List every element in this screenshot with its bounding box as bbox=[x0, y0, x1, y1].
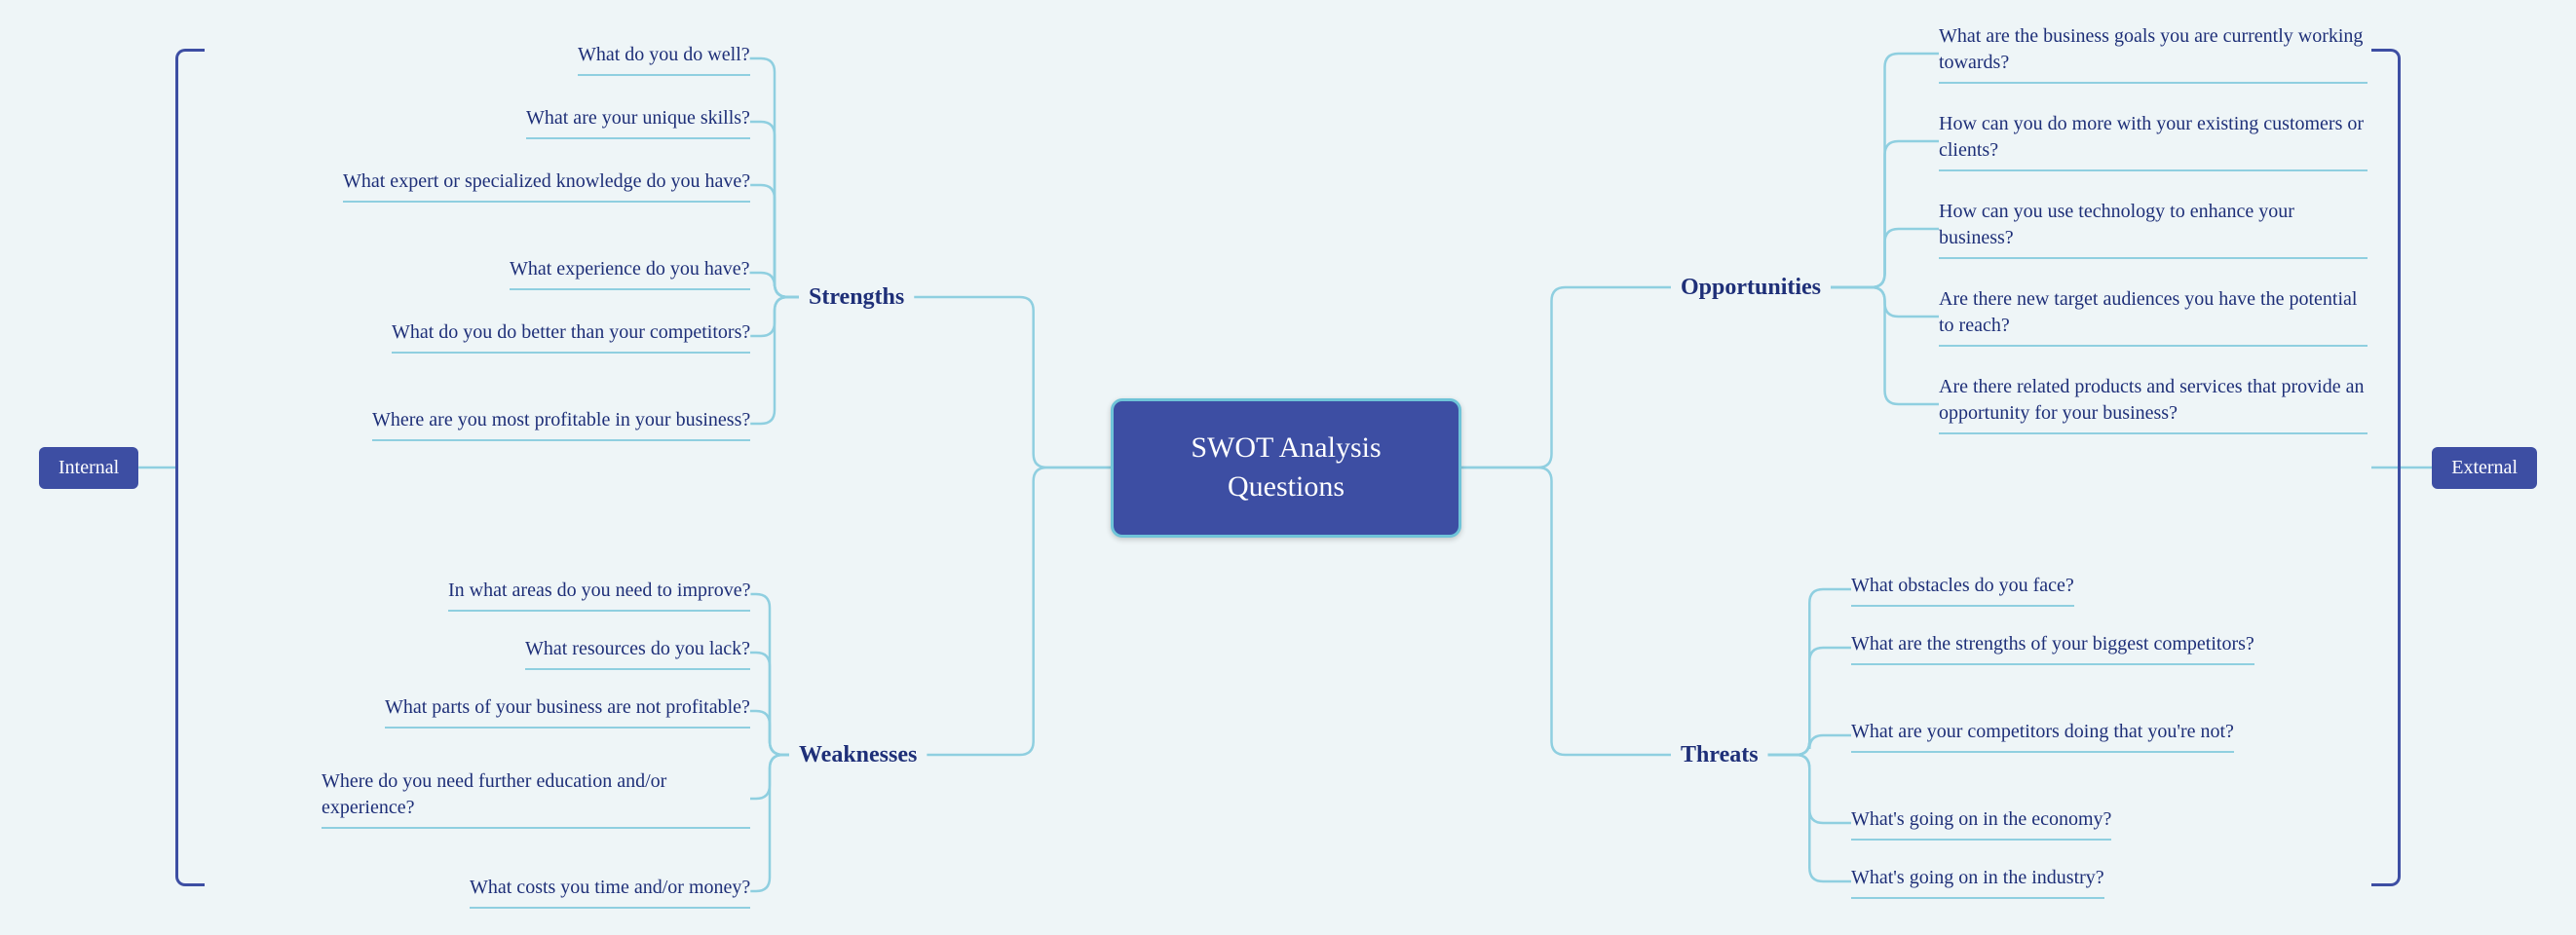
right-bracket bbox=[2371, 49, 2401, 886]
threats-label: Threats bbox=[1681, 742, 1759, 768]
opportunities-question: What are the business goals you are curr… bbox=[1939, 23, 2368, 84]
opportunities-question: How can you use technology to enhance yo… bbox=[1939, 199, 2368, 259]
left-bracket bbox=[175, 49, 205, 886]
strengths-label: Strengths bbox=[809, 284, 904, 311]
weaknesses-question: What resources do you lack? bbox=[525, 636, 750, 670]
internal-tag-label: Internal bbox=[58, 457, 119, 478]
opportunities-label: Opportunities bbox=[1681, 275, 1821, 301]
strengths-question: What do you do well? bbox=[578, 42, 750, 76]
weaknesses-question: What parts of your business are not prof… bbox=[385, 694, 750, 729]
weaknesses-question: In what areas do you need to improve? bbox=[448, 578, 750, 612]
strengths-question: What do you do better than your competit… bbox=[392, 319, 750, 354]
internal-tag: Internal bbox=[39, 447, 138, 489]
threats-question: What obstacles do you face? bbox=[1851, 573, 2074, 607]
strengths-question: What experience do you have? bbox=[510, 256, 750, 290]
center-title-line1: SWOT Analysis bbox=[1153, 429, 1420, 468]
threats-question: What are your competitors doing that you… bbox=[1851, 719, 2234, 753]
strengths-question: What expert or specialized knowledge do … bbox=[343, 168, 750, 203]
strengths-question: What are your unique skills? bbox=[526, 105, 750, 139]
threats-question: What are the strengths of your biggest c… bbox=[1851, 631, 2254, 665]
threats-question: What's going on in the economy? bbox=[1851, 806, 2111, 841]
external-tag-label: External bbox=[2451, 457, 2518, 478]
weaknesses-label: Weaknesses bbox=[799, 742, 917, 768]
strengths-question: Where are you most profitable in your bu… bbox=[372, 407, 750, 441]
opportunities-question: Are there related products and services … bbox=[1939, 374, 2368, 434]
center-title-box: SWOT Analysis Questions bbox=[1111, 398, 1461, 538]
center-title-line2: Questions bbox=[1153, 468, 1420, 507]
external-tag: External bbox=[2432, 447, 2537, 489]
threats-question: What's going on in the industry? bbox=[1851, 865, 2104, 899]
opportunities-question: How can you do more with your existing c… bbox=[1939, 111, 2368, 171]
weaknesses-question: Where do you need further education and/… bbox=[322, 768, 750, 829]
weaknesses-question: What costs you time and/or money? bbox=[470, 875, 750, 909]
opportunities-question: Are there new target audiences you have … bbox=[1939, 286, 2368, 347]
